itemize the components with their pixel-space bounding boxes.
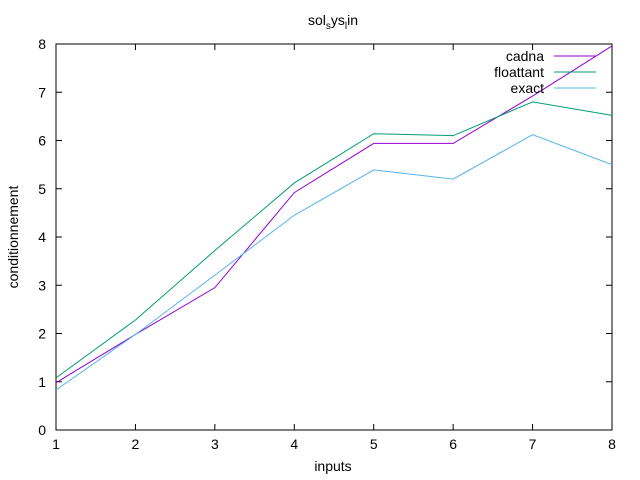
y-tick-label: 7 [38, 84, 46, 100]
x-tick-label: 1 [52, 436, 60, 452]
legend-label-cadna: cadna [506, 48, 544, 64]
series-line-exact [55, 134, 613, 391]
x-tick-label: 2 [132, 436, 140, 452]
y-axis-label: conditionnement [5, 186, 21, 289]
x-tick-label: 6 [449, 436, 457, 452]
x-axis-label: inputs [314, 458, 351, 474]
series-layer [55, 45, 613, 391]
x-tick-label: 3 [211, 436, 219, 452]
x-tick-label: 5 [370, 436, 378, 452]
plot-border [55, 43, 613, 431]
y-tick-label: 3 [38, 277, 46, 293]
series-line-floattant [55, 101, 613, 379]
y-tick-label: 0 [38, 422, 46, 438]
x-tick-label: 7 [529, 436, 537, 452]
y-tick-label: 4 [38, 229, 46, 245]
y-tick-label: 6 [38, 133, 46, 149]
chart-title: solsyslin [308, 12, 358, 32]
legend-label-floattant: floattant [494, 64, 544, 80]
y-tick-label: 1 [38, 374, 46, 390]
y-tick-label: 5 [38, 181, 46, 197]
series-line-cadna [55, 45, 613, 384]
y-tick-label: 2 [38, 326, 46, 342]
x-tick-label: 4 [290, 436, 298, 452]
x-tick-label: 8 [608, 436, 616, 452]
legend-label-exact: exact [511, 80, 545, 96]
y-tick-label: 8 [38, 36, 46, 52]
